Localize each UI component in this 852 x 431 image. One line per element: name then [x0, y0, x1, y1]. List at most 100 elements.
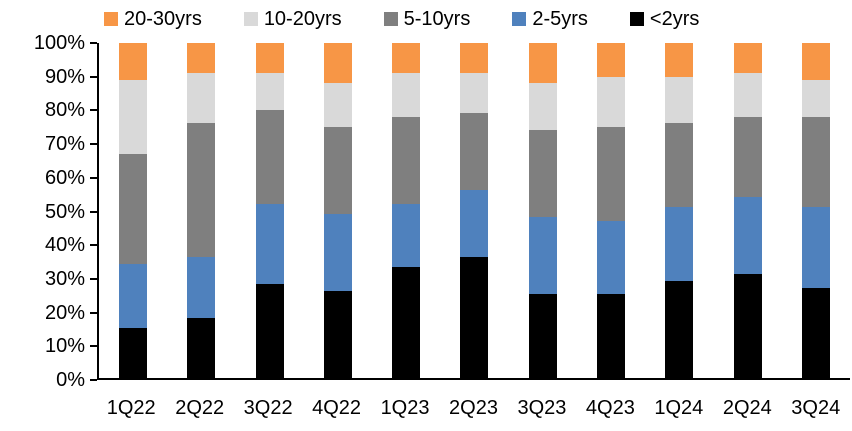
- bar-2q24: [733, 43, 762, 378]
- y-axis-tick-label: 20%: [44, 301, 85, 324]
- bar-4q23: [596, 43, 625, 378]
- bar-segment-5-10yrs: [392, 116, 421, 204]
- legend-label: 10-20yrs: [263, 8, 342, 30]
- bar-segment-2-5yrs: [323, 213, 352, 291]
- bar-segment-10-20yrs: [119, 79, 148, 154]
- bar-segment--2yrs: [460, 257, 489, 378]
- bar-segment--2yrs: [323, 290, 352, 378]
- legend-item--2yrs: <2yrs: [629, 8, 700, 30]
- x-axis-tick-label: 2Q22: [175, 397, 225, 419]
- bar-segment-20-30yrs: [255, 43, 284, 74]
- y-axis-tick-label: 40%: [44, 234, 85, 257]
- bar-segment-10-20yrs: [801, 79, 830, 117]
- bar-segment-10-20yrs: [187, 73, 216, 124]
- bar-1q23: [392, 43, 421, 378]
- bar-segment-2-5yrs: [801, 207, 830, 288]
- bar-segment-10-20yrs: [460, 73, 489, 114]
- bar-segment-20-30yrs: [119, 43, 148, 80]
- bar-segment--2yrs: [596, 294, 625, 378]
- bar-segment-5-10yrs: [733, 116, 762, 198]
- x-axis-tick-label: 1Q22: [106, 397, 156, 419]
- x-axis-tick-label: 4Q22: [312, 397, 362, 419]
- legend-item-5-10yrs: 5-10yrs: [383, 8, 471, 30]
- bar-3q24: [801, 43, 830, 378]
- bar-2q22: [187, 43, 216, 378]
- bar-segment-2-5yrs: [665, 207, 694, 281]
- bar-segment-10-20yrs: [665, 76, 694, 124]
- bar-segment-20-30yrs: [460, 43, 489, 74]
- bar-segment--2yrs: [392, 267, 421, 378]
- y-axis-tick-label: 30%: [44, 267, 85, 290]
- bar-segment-2-5yrs: [596, 220, 625, 295]
- legend-item-10-20yrs: 10-20yrs: [243, 8, 342, 30]
- bar-4q22: [323, 43, 352, 378]
- y-axis-tick-mark: [90, 109, 97, 112]
- bar-segment-20-30yrs: [392, 43, 421, 74]
- y-axis-tick-label: 80%: [44, 99, 85, 122]
- bar-segment-10-20yrs: [733, 73, 762, 117]
- x-axis-tick-label: 4Q23: [585, 397, 635, 419]
- bar-segment--2yrs: [187, 317, 216, 378]
- legend-swatch-icon: [104, 12, 118, 26]
- y-axis-tick-mark: [90, 210, 97, 213]
- x-axis-tick-label: 1Q23: [380, 397, 430, 419]
- y-axis-tick-label: 100%: [33, 32, 85, 54]
- x-axis-tick-label: 3Q24: [791, 397, 841, 419]
- bar-segment-5-10yrs: [323, 126, 352, 214]
- legend-label: 5-10yrs: [403, 8, 471, 30]
- bar-segment-2-5yrs: [460, 190, 489, 258]
- chart-legend: 20-30yrs 10-20yrs 5-10yrs 2-5yrs <2yrs: [104, 6, 699, 32]
- x-axis-tick-label: 3Q23: [517, 397, 567, 419]
- legend-item-20-30yrs: 20-30yrs: [104, 9, 202, 29]
- bars-container: [99, 43, 850, 378]
- bar-segment-20-30yrs: [801, 43, 830, 80]
- y-axis-tick-label: 0%: [56, 369, 85, 391]
- y-axis-tick-label: 50%: [44, 200, 85, 223]
- plot-area: [90, 42, 850, 381]
- bar-3q22: [255, 43, 284, 378]
- y-axis-tick-label: 60%: [44, 166, 85, 189]
- bar-segment-5-10yrs: [596, 126, 625, 221]
- bar-segment-2-5yrs: [255, 203, 284, 285]
- bar-segment-2-5yrs: [119, 264, 148, 328]
- bar-segment-5-10yrs: [187, 123, 216, 258]
- y-axis-tick-label: 90%: [44, 65, 85, 88]
- bar-segment-20-30yrs: [596, 43, 625, 77]
- bar-segment-5-10yrs: [528, 130, 557, 218]
- legend-label: <2yrs: [649, 8, 700, 30]
- bar-segment-5-10yrs: [255, 110, 284, 204]
- y-axis-tick-mark: [90, 176, 97, 179]
- bar-segment-10-20yrs: [528, 83, 557, 131]
- bar-3q23: [528, 43, 557, 378]
- bar-segment-5-10yrs: [801, 116, 830, 208]
- bar-1q24: [665, 43, 694, 378]
- y-axis-tick-mark: [90, 379, 97, 381]
- legend-label: 2-5yrs: [532, 8, 588, 30]
- bar-segment--2yrs: [733, 274, 762, 378]
- legend-swatch-icon: [243, 12, 258, 26]
- bar-segment--2yrs: [528, 294, 557, 378]
- y-axis-tick-mark: [90, 311, 97, 314]
- x-axis-tick-label: 2Q24: [722, 397, 772, 419]
- bar-1q22: [119, 43, 148, 378]
- y-axis-tick-label: 10%: [44, 335, 85, 358]
- bar-segment--2yrs: [665, 280, 694, 378]
- bar-segment-5-10yrs: [119, 153, 148, 265]
- bar-segment-10-20yrs: [255, 73, 284, 111]
- bar-segment-10-20yrs: [323, 83, 352, 127]
- legend-swatch-icon: [383, 12, 398, 26]
- bar-segment-20-30yrs: [528, 43, 557, 84]
- bar-segment-20-30yrs: [665, 43, 694, 77]
- bar-segment-2-5yrs: [392, 203, 421, 268]
- legend-swatch-icon: [512, 12, 527, 26]
- legend-swatch-icon: [629, 12, 644, 26]
- y-axis: 100% 90% 80% 70% 60% 50% 40% 30% 20% 10% 0%: [0, 0, 85, 431]
- y-axis-tick-mark: [90, 42, 97, 44]
- bar-segment-10-20yrs: [596, 76, 625, 127]
- y-axis-tick-mark: [90, 143, 97, 146]
- x-axis-tick-label: 2Q23: [449, 397, 498, 419]
- y-axis-tick-mark: [90, 345, 97, 348]
- legend-label: 20-30yrs: [124, 8, 202, 30]
- bar-segment--2yrs: [255, 284, 284, 378]
